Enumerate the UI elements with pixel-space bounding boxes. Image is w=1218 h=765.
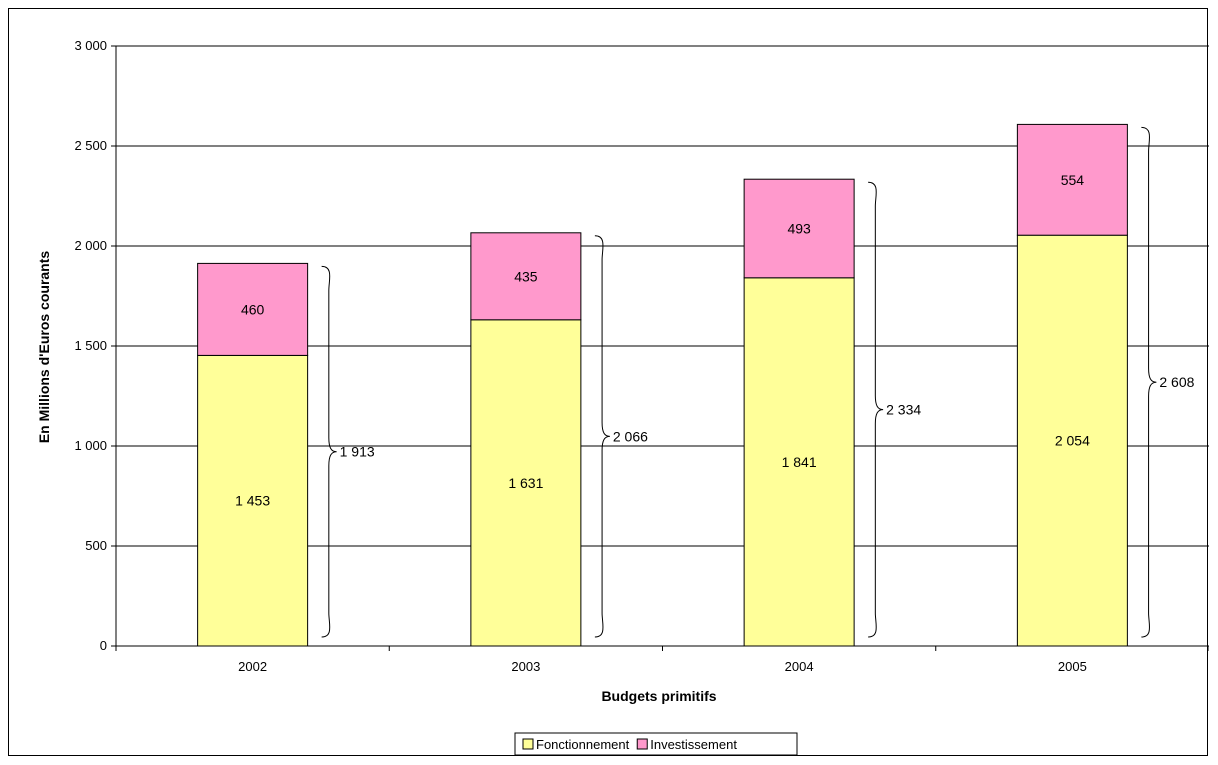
x-tick-label: 2005 [1058,659,1087,674]
total-value-label: 1 913 [340,444,375,460]
x-axis-title: Budgets primitifs [601,688,716,704]
bar-value-label: 1 841 [782,454,817,470]
y-tick-label: 3 000 [74,38,107,53]
y-tick-label: 2 000 [74,238,107,253]
y-tick-label: 0 [100,638,107,653]
x-tick-label: 2004 [785,659,814,674]
chart-frame: 1 453 460 1 631 435 1 841 493 2 054 554 1 913 2 … [8,8,1208,756]
total-value-label: 2 066 [613,428,648,444]
y-axis-title: En Millions d'Euros courants [36,251,52,444]
total-bracket [1141,127,1156,637]
x-tick-label: 2002 [238,659,267,674]
total-value-label: 2 334 [886,402,921,418]
y-tick-label: 1 500 [74,338,107,353]
total-bracket [868,182,883,637]
total-value-label: 2 608 [1159,374,1194,390]
total-bracket [595,236,610,637]
bar-value-label: 435 [514,268,538,284]
y-tick-label: 2 500 [74,138,107,153]
bar-value-label: 1 453 [235,493,270,509]
bar-value-label: 2 054 [1055,433,1090,449]
legend-swatch [523,739,533,749]
y-tick-label: 1 000 [74,438,107,453]
legend: Fonctionnement Investissement [515,733,797,755]
legend-label: Investissement [650,737,737,752]
bar-value-label: 554 [1061,172,1085,188]
bar-value-label: 493 [787,221,811,237]
y-tick-label: 500 [85,538,107,553]
bar-value-label: 1 631 [508,475,543,491]
total-bracket [322,266,337,637]
bar-value-label: 460 [241,301,265,317]
legend-label: Fonctionnement [536,737,630,752]
legend-swatch [637,739,647,749]
x-tick-label: 2003 [511,659,540,674]
stacked-bar-chart: 1 453 460 1 631 435 1 841 493 2 054 554 1 913 2 … [9,9,1209,757]
